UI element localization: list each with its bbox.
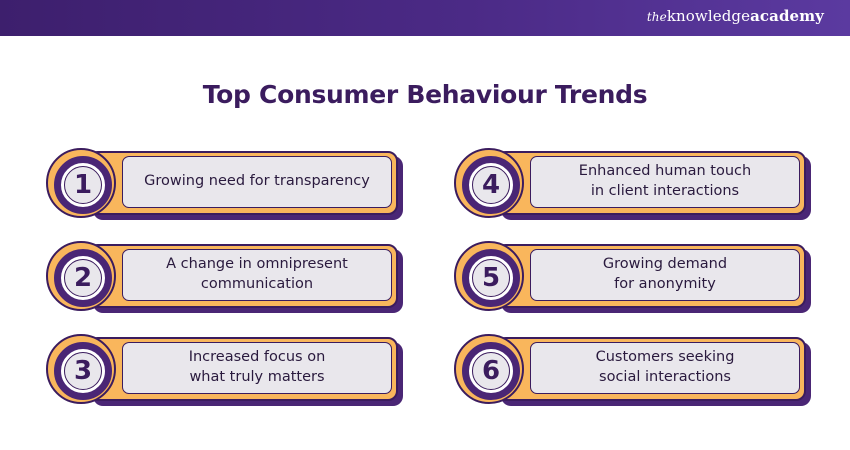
- brand-academy: academy: [750, 7, 824, 25]
- trend-text-line-2: in client interactions: [590, 183, 740, 199]
- trend-text-line-1: Growing demand: [602, 256, 728, 273]
- brand-the: the: [646, 10, 667, 24]
- trend-text-line-2: for anonymity: [614, 276, 716, 292]
- trend-text-line-1: A change in omnipresent: [166, 256, 348, 273]
- number-badge: 4: [454, 148, 524, 218]
- trend-item-1: Growing need for transparency 1: [46, 148, 398, 218]
- number-label: 6: [472, 352, 510, 390]
- trend-text-box: Customers seeking social interactions: [530, 342, 800, 394]
- number-label: 2: [64, 259, 102, 297]
- number-label: 1: [64, 166, 102, 204]
- trend-item-4: Enhanced human touch in client interacti…: [454, 148, 806, 218]
- trend-text-line-2: what truly matters: [189, 369, 325, 385]
- number-label: 3: [64, 352, 102, 390]
- trend-text-box: Enhanced human touch in client interacti…: [530, 156, 800, 208]
- trend-text-box: A change in omnipresent communication: [122, 249, 392, 301]
- trend-text-line-1: Enhanced human touch: [578, 163, 752, 180]
- trend-text-line-2: communication: [200, 276, 314, 292]
- number-badge: 2: [46, 241, 116, 311]
- trend-text-line-1: Growing need for transparency: [144, 173, 370, 190]
- number-ring: [462, 156, 520, 214]
- brand-logo: theknowledgeacademy: [647, 7, 824, 25]
- header-bar: theknowledgeacademy: [0, 0, 850, 36]
- number-badge: 6: [454, 334, 524, 404]
- trend-text-line-1: Increased focus on: [188, 349, 326, 366]
- number-badge: 3: [46, 334, 116, 404]
- trend-item-2: A change in omnipresent communication 2: [46, 241, 398, 311]
- number-ring: [462, 249, 520, 307]
- trend-item-3: Increased focus on what truly matters 3: [46, 334, 398, 404]
- trend-text-box: Growing demand for anonymity: [530, 249, 800, 301]
- trend-text-line-2: social interactions: [599, 369, 731, 385]
- page-title: Top Consumer Behaviour Trends: [202, 80, 648, 109]
- brand-knowledge: knowledge: [666, 7, 751, 25]
- number-badge: 1: [46, 148, 116, 218]
- number-label: 5: [472, 259, 510, 297]
- trend-text-box: Growing need for transparency: [122, 156, 392, 208]
- trend-text-box: Increased focus on what truly matters: [122, 342, 392, 394]
- trend-text-line-1: Customers seeking: [595, 349, 735, 366]
- trend-item-5: Growing demand for anonymity 5: [454, 241, 806, 311]
- number-label: 4: [472, 166, 510, 204]
- number-badge: 5: [454, 241, 524, 311]
- trend-item-6: Customers seeking social interactions 6: [454, 334, 806, 404]
